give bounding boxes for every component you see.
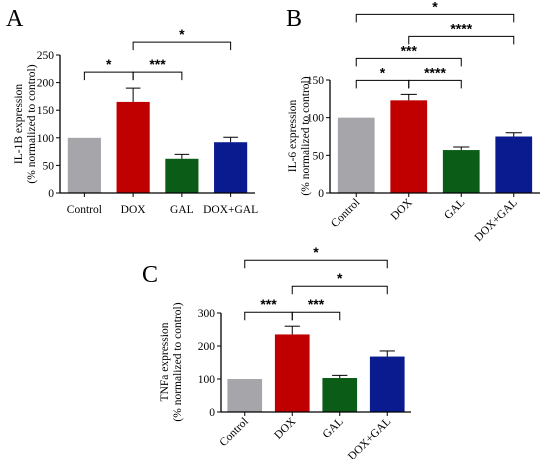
y-tick-label: 200 <box>37 78 55 90</box>
x-tick-label: Control <box>329 197 362 230</box>
significance-label: * <box>179 26 185 42</box>
y-tick-label: 100 <box>307 113 325 125</box>
significance-bracket <box>132 71 183 81</box>
bar-control <box>337 117 375 193</box>
significance-label: * <box>313 244 319 260</box>
significance-label: *** <box>308 296 325 312</box>
y-tick-label: 100 <box>37 133 55 145</box>
y-axis-title-line2: (% normalized to control) <box>172 302 184 421</box>
significance-bracket <box>244 311 293 321</box>
panel-letter: C <box>142 262 158 288</box>
chart-panel-b: B IL-6 expression(% normalized to control… <box>286 0 540 244</box>
y-axis-title: IL-1B expression(% normalized to control… <box>13 64 38 183</box>
y-tick-label: 150 <box>307 75 325 87</box>
significance-label: *** <box>260 296 277 312</box>
y-tick-label: 50 <box>313 150 325 162</box>
significance-bracket <box>355 79 410 89</box>
panel-letter: B <box>286 6 302 32</box>
significance-label: **** <box>450 20 472 36</box>
y-tick-label: 50 <box>43 160 55 172</box>
bar-dox-gal <box>369 356 405 412</box>
y-tick-label: 0 <box>318 188 324 200</box>
x-tick-label: GAL <box>321 416 346 441</box>
bar-control <box>227 379 263 412</box>
significance-label: *** <box>401 42 418 58</box>
x-tick-label: DOX <box>272 415 299 442</box>
bar-dox <box>116 101 150 193</box>
significance-label: **** <box>424 64 446 80</box>
significance-bracket <box>291 311 341 321</box>
bar-dox-gal <box>495 136 533 193</box>
x-tick-label: DOX <box>389 196 416 223</box>
x-tick-label: DOX+GAL <box>346 416 393 459</box>
x-tick-label: DOX+GAL <box>472 197 519 244</box>
bar-gal <box>165 158 199 193</box>
y-axis-title-line1: IL-6 expression <box>287 100 299 173</box>
bar-dox <box>390 100 428 193</box>
significance-label: * <box>106 56 112 72</box>
y-tick-label: 0 <box>48 188 54 200</box>
x-tick-label: Control <box>67 204 102 216</box>
bar-gal <box>442 150 480 193</box>
y-tick-label: 300 <box>198 308 216 320</box>
significance-bracket <box>132 41 232 51</box>
x-tick-label: Control <box>218 416 251 449</box>
bar-dox-gal <box>214 142 248 193</box>
y-tick-label: 150 <box>37 105 55 117</box>
significance-bracket <box>408 79 462 89</box>
significance-bracket <box>355 57 462 67</box>
significance-label: * <box>337 270 343 286</box>
y-axis-title-line2: (% normalized to control) <box>26 64 38 183</box>
y-axis-title: TNFa expression(% normalized to control) <box>159 302 184 421</box>
y-axis-title-line2: (% normalized to control) <box>300 76 312 195</box>
y-tick-label: 0 <box>209 407 215 419</box>
y-axis-title-line1: TNFa expression <box>159 322 171 401</box>
x-tick-label: DOX <box>121 204 147 216</box>
significance-label: *** <box>149 56 166 72</box>
significance-bracket <box>408 35 515 45</box>
significance-bracket <box>355 13 515 23</box>
y-tick-label: 250 <box>37 50 55 62</box>
y-tick-label: 200 <box>198 341 216 353</box>
x-tick-label: GAL <box>170 204 194 216</box>
significance-bracket <box>244 259 388 269</box>
x-tick-label: DOX+GAL <box>203 204 258 216</box>
significance-label: * <box>432 0 438 14</box>
bar-gal <box>322 378 358 412</box>
x-tick-label: GAL <box>442 197 467 222</box>
y-axis-title-line1: IL-1B expression <box>13 84 25 164</box>
bar-control <box>67 137 101 193</box>
significance-bracket <box>291 285 388 295</box>
significance-label: * <box>380 64 386 80</box>
chart-panel-a: A IL-1B expression(% normalized to contro… <box>6 6 258 216</box>
bar-dox <box>274 334 310 412</box>
panel-letter: A <box>6 6 24 32</box>
y-tick-label: 100 <box>198 374 216 386</box>
significance-bracket <box>83 71 134 81</box>
y-axis-title: IL-6 expression(% normalized to control) <box>287 76 312 195</box>
